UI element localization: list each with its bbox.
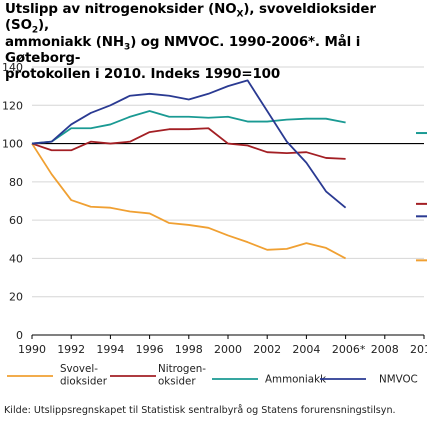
y-tick-label: 60 <box>9 214 23 227</box>
legend-label: dioksider <box>60 376 108 388</box>
chart-title: Utslipp av nitrogenoksider (NOX), svovel… <box>5 2 423 83</box>
x-tick-label: 1990 <box>18 343 46 356</box>
legend-label: NMVOC <box>379 374 418 386</box>
x-tick-label: 2004 <box>292 343 320 356</box>
title-subscript: 3 <box>124 42 131 53</box>
series-line <box>31 79 347 209</box>
title-text: ammoniakk (NH <box>5 34 125 50</box>
y-tick-label: 120 <box>2 99 23 112</box>
x-tick-label: 1992 <box>57 343 85 356</box>
x-tick-label: 1996 <box>136 343 164 356</box>
x-tick-label: 2000 <box>214 343 242 356</box>
x-tick-label: 2002 <box>253 343 281 356</box>
title-text: protokollen i 2010. Indeks 1990=100 <box>5 67 281 83</box>
y-tick-label: 0 <box>16 329 23 342</box>
y-tick-label: 140 <box>2 61 23 74</box>
y-tick-label: 20 <box>9 291 23 304</box>
legend-label: oksider <box>158 376 196 388</box>
x-tick-label: 1994 <box>96 343 124 356</box>
source-note: Kilde: Utslippsregnskapet til Statistisk… <box>4 405 396 416</box>
series-line <box>31 127 346 160</box>
title-subscript: X <box>236 9 244 20</box>
series-line <box>31 143 347 260</box>
x-tick-label: 2010 <box>410 343 427 356</box>
legend-label: Nitrogen- <box>158 363 206 375</box>
x-tick-label: 2006* <box>332 343 366 356</box>
y-tick-label: 40 <box>9 252 23 265</box>
x-tick-label: 1998 <box>175 343 203 356</box>
title-text: ), svoveldioksider (SO <box>5 2 376 34</box>
title-text: Utslipp av nitrogenoksider (NO <box>5 2 237 17</box>
y-tick-label: 100 <box>2 138 23 151</box>
title-text: ), <box>38 18 50 34</box>
title-subscript: 2 <box>31 25 39 36</box>
title-text: ) og NMVOC. 1990-2006*. Mål i Gøteborg- <box>5 34 361 66</box>
series-line <box>31 110 346 145</box>
legend-label: Ammoniakk <box>265 374 326 386</box>
legend-label: Svovel- <box>60 363 98 375</box>
y-tick-label: 80 <box>9 176 23 189</box>
x-tick-label: 2008 <box>371 343 399 356</box>
